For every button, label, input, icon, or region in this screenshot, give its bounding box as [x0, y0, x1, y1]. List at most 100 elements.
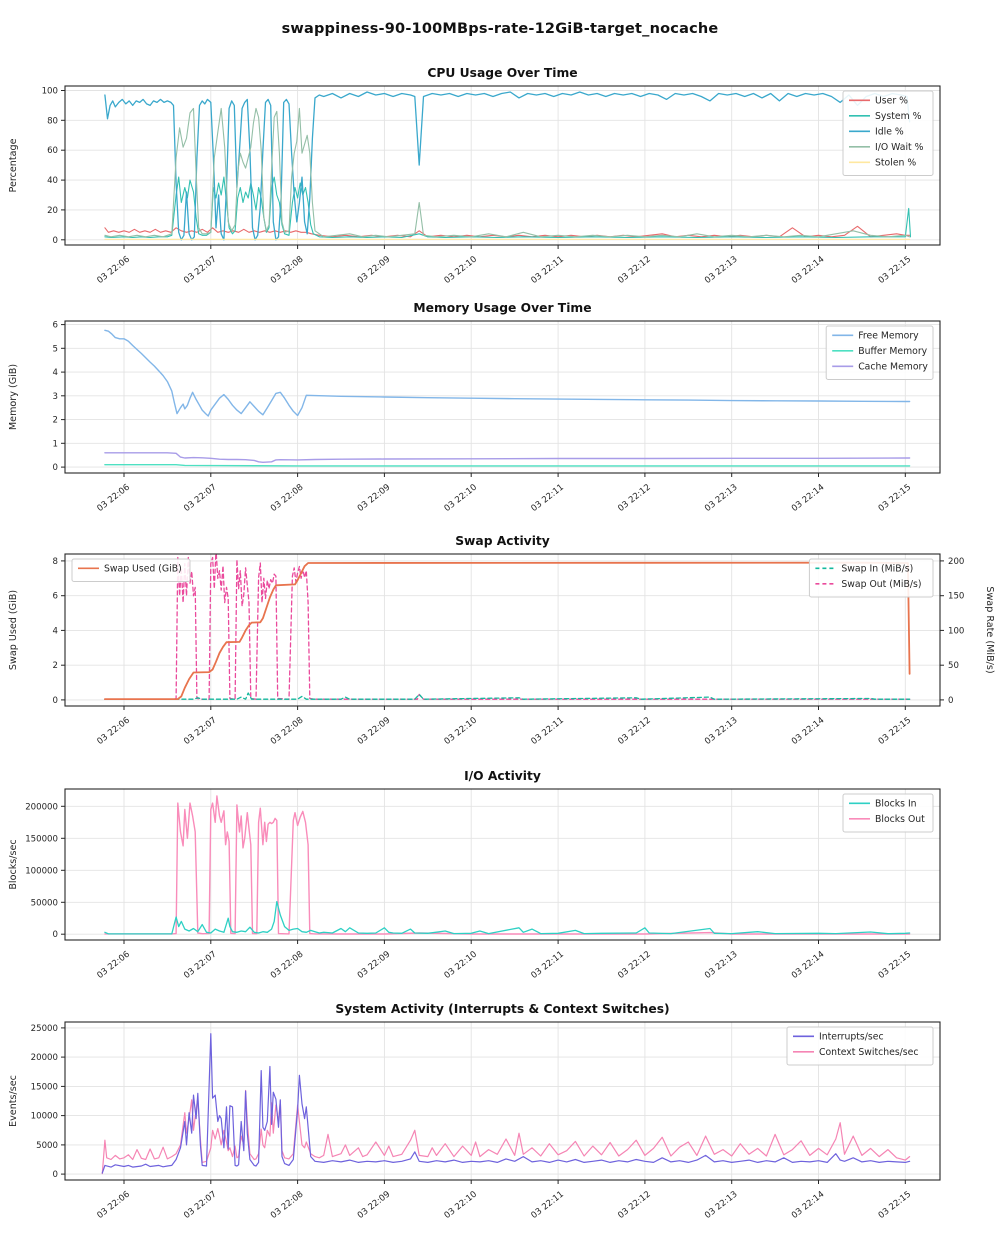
svg-text:Idle %: Idle % [875, 127, 904, 138]
svg-text:5: 5 [53, 344, 58, 354]
svg-text:03 22:12: 03 22:12 [616, 482, 652, 514]
svg-text:200: 200 [948, 557, 964, 567]
svg-text:03 22:14: 03 22:14 [790, 254, 826, 286]
svg-text:03 22:06: 03 22:06 [95, 1189, 131, 1221]
svg-text:03 22:10: 03 22:10 [443, 254, 479, 286]
svg-text:200000: 200000 [25, 802, 58, 812]
svg-text:Blocks Out: Blocks Out [875, 814, 925, 825]
chart-swap: 0 2 4 6 8 0 50 100 150 200 03 22:06 03 22:07 03 22:0… [8, 534, 995, 747]
svg-text:System %: System % [875, 111, 922, 122]
svg-text:Memory Usage Over Time: Memory Usage Over Time [413, 301, 591, 315]
svg-text:0: 0 [948, 696, 953, 706]
svg-text:03 22:14: 03 22:14 [790, 1189, 826, 1221]
svg-text:4: 4 [53, 368, 58, 378]
svg-text:03 22:13: 03 22:13 [703, 949, 739, 981]
svg-text:03 22:13: 03 22:13 [703, 715, 739, 747]
svg-text:150: 150 [948, 592, 964, 602]
svg-text:03 22:08: 03 22:08 [269, 715, 305, 747]
svg-text:03 22:09: 03 22:09 [356, 1189, 392, 1221]
charts-container: 0 20 40 60 80 100 03 22:06 03 22:07 03 22:08 03 2… [0, 58, 1000, 1232]
svg-text:03 22:10: 03 22:10 [443, 1189, 479, 1221]
svg-text:Swap In (MiB/s): Swap In (MiB/s) [841, 564, 913, 575]
svg-text:80: 80 [47, 116, 58, 126]
svg-text:8: 8 [53, 557, 58, 567]
svg-text:Events/sec: Events/sec [8, 1075, 19, 1127]
svg-text:100: 100 [948, 626, 964, 636]
svg-text:40: 40 [47, 176, 58, 186]
svg-text:2: 2 [53, 661, 58, 671]
svg-text:03 22:12: 03 22:12 [616, 1189, 652, 1221]
svg-text:20: 20 [47, 206, 58, 216]
svg-text:03 22:07: 03 22:07 [182, 949, 218, 981]
svg-text:03 22:08: 03 22:08 [269, 482, 305, 514]
svg-text:50: 50 [948, 661, 959, 671]
svg-text:0: 0 [53, 463, 58, 473]
svg-text:100: 100 [42, 87, 58, 97]
svg-text:03 22:10: 03 22:10 [443, 949, 479, 981]
svg-text:03 22:12: 03 22:12 [616, 949, 652, 981]
svg-text:03 22:10: 03 22:10 [443, 482, 479, 514]
svg-text:6: 6 [53, 321, 58, 331]
svg-text:15000: 15000 [31, 1082, 58, 1092]
svg-text:Context Switches/sec: Context Switches/sec [819, 1047, 918, 1058]
svg-text:03 22:15: 03 22:15 [877, 1189, 913, 1221]
svg-text:03 22:06: 03 22:06 [95, 482, 131, 514]
svg-text:6: 6 [53, 592, 58, 602]
figure-header: swappiness-90-100MBps-rate-12GiB-target_… [0, 0, 1000, 58]
svg-text:50000: 50000 [31, 898, 58, 908]
svg-text:2: 2 [53, 416, 58, 426]
svg-text:0: 0 [53, 930, 58, 940]
svg-text:03 22:09: 03 22:09 [356, 715, 392, 747]
svg-text:Cache Memory: Cache Memory [858, 362, 928, 373]
svg-text:03 22:12: 03 22:12 [616, 254, 652, 286]
svg-text:03 22:07: 03 22:07 [182, 1189, 218, 1221]
svg-text:60: 60 [47, 146, 58, 156]
svg-text:25000: 25000 [31, 1024, 58, 1034]
svg-text:03 22:09: 03 22:09 [356, 482, 392, 514]
svg-text:03 22:13: 03 22:13 [703, 1189, 739, 1221]
svg-text:5000: 5000 [36, 1141, 58, 1151]
svg-text:Blocks/sec: Blocks/sec [8, 839, 19, 889]
svg-text:03 22:11: 03 22:11 [530, 482, 566, 514]
svg-text:Memory (GiB): Memory (GiB) [8, 364, 19, 430]
svg-text:03 22:08: 03 22:08 [269, 949, 305, 981]
svg-text:1: 1 [53, 439, 58, 449]
svg-text:Percentage: Percentage [8, 138, 19, 192]
chart-memory: 0 1 2 3 4 5 6 03 22:06 03 22:07 03 22:08 03 22:09 0… [8, 301, 941, 514]
svg-text:10000: 10000 [31, 1112, 58, 1122]
svg-text:03 22:08: 03 22:08 [269, 254, 305, 286]
svg-text:03 22:14: 03 22:14 [790, 715, 826, 747]
svg-text:150000: 150000 [25, 834, 58, 844]
svg-text:03 22:15: 03 22:15 [877, 482, 913, 514]
svg-text:03 22:11: 03 22:11 [530, 1189, 566, 1221]
svg-text:Blocks In: Blocks In [875, 799, 917, 810]
svg-text:Swap Rate (MiB/s): Swap Rate (MiB/s) [984, 586, 995, 673]
svg-text:03 22:11: 03 22:11 [530, 715, 566, 747]
svg-text:I/O Wait %: I/O Wait % [875, 142, 924, 153]
svg-text:03 22:07: 03 22:07 [182, 254, 218, 286]
chart-io: 0 50000 100000 150000 200000 03 22:06 03 22:07… [8, 769, 941, 981]
svg-text:4: 4 [53, 626, 58, 636]
svg-text:Swap Activity: Swap Activity [455, 534, 550, 548]
chart-system: 0 5000 10000 15000 20000 25000 03 22:06 03 22:0… [8, 1002, 941, 1221]
svg-text:System Activity (Interrupts &: System Activity (Interrupts & Context Sw… [335, 1002, 669, 1016]
chart-cpu: 0 20 40 60 80 100 03 22:06 03 22:07 03 22:08 03 2… [8, 66, 941, 286]
svg-text:0: 0 [53, 1170, 58, 1180]
svg-text:03 22:08: 03 22:08 [269, 1189, 305, 1221]
svg-text:03 22:15: 03 22:15 [877, 254, 913, 286]
svg-text:03 22:14: 03 22:14 [790, 482, 826, 514]
svg-text:03 22:06: 03 22:06 [95, 254, 131, 286]
svg-text:03 22:15: 03 22:15 [877, 715, 913, 747]
svg-text:03 22:09: 03 22:09 [356, 949, 392, 981]
svg-text:03 22:06: 03 22:06 [95, 715, 131, 747]
svg-text:03 22:11: 03 22:11 [530, 254, 566, 286]
svg-text:03 22:15: 03 22:15 [877, 949, 913, 981]
svg-text:0: 0 [53, 696, 58, 706]
svg-text:03 22:14: 03 22:14 [790, 949, 826, 981]
svg-text:03 22:11: 03 22:11 [530, 949, 566, 981]
svg-text:Swap Out (MiB/s): Swap Out (MiB/s) [841, 579, 921, 590]
svg-text:03 22:10: 03 22:10 [443, 715, 479, 747]
svg-text:Free Memory: Free Memory [858, 331, 919, 342]
svg-text:03 22:13: 03 22:13 [703, 254, 739, 286]
